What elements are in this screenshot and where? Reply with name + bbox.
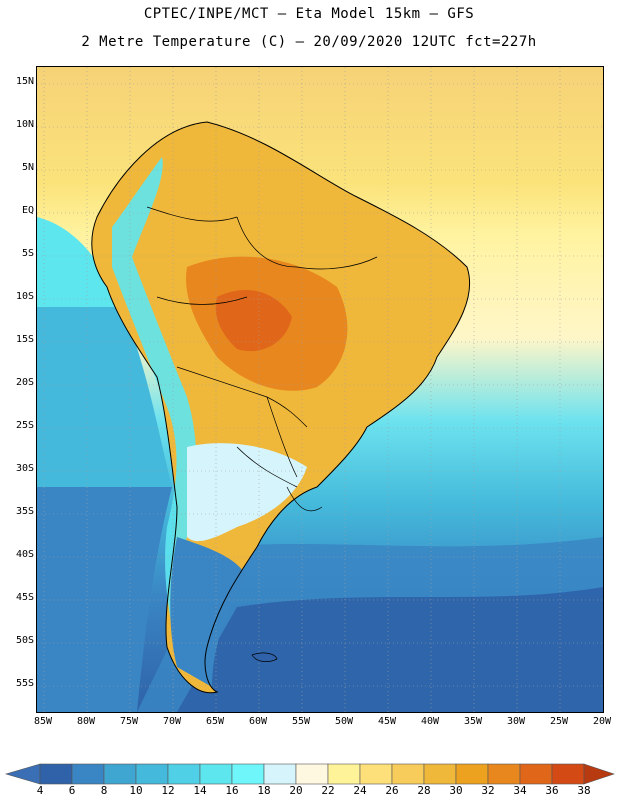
colorbar-tick-label: 4 xyxy=(36,784,44,797)
lat-tick-label: 30S xyxy=(15,463,34,474)
pacific-cool-region xyxy=(37,217,117,307)
colorbar-tick-label: 26 xyxy=(385,784,399,797)
colorbar-tick-label: 24 xyxy=(353,784,367,797)
colorbar-swatch xyxy=(327,763,361,785)
country-borders xyxy=(146,206,378,512)
colorbar-swatch xyxy=(423,763,457,785)
colorbar-tick-label: 28 xyxy=(417,784,431,797)
colorbar-tick-label: 30 xyxy=(449,784,463,797)
lat-tick-label: 45S xyxy=(15,592,34,603)
lat-tick-label: 5N xyxy=(21,162,34,173)
colorbar-swatch xyxy=(263,763,297,785)
colorbar-tick-label: 12 xyxy=(161,784,175,797)
lon-tick-label: 75W xyxy=(119,716,139,727)
lat-tick-label: 40S xyxy=(15,549,34,560)
colorbar-tick-label: 14 xyxy=(193,784,207,797)
chart-title: CPTEC/INPE/MCT – Eta Model 15km – GFS xyxy=(143,6,475,22)
colorbar-tick-label: 32 xyxy=(481,784,495,797)
chart-subtitle: 2 Metre Temperature (C) – 20/09/2020 12U… xyxy=(81,34,537,50)
colorbar-swatch xyxy=(103,763,137,785)
lon-tick-label: 70W xyxy=(162,716,182,727)
lon-tick-label: 55W xyxy=(291,716,311,727)
colorbar-swatch xyxy=(391,763,425,785)
colorbar-tick-label: 36 xyxy=(545,784,559,797)
colorbar-tick-label: 8 xyxy=(100,784,108,797)
lat-tick-label: 10N xyxy=(15,119,34,130)
patagonia-cold-region xyxy=(170,537,247,687)
colorbar-swatch xyxy=(231,763,265,785)
colorbar-tick-label: 22 xyxy=(321,784,335,797)
lat-tick-label: 10S xyxy=(15,291,34,302)
map-panel xyxy=(36,66,604,713)
colorbar-tick-label: 20 xyxy=(289,784,303,797)
lat-tick-label: 35S xyxy=(15,506,34,517)
lon-tick-label: 30W xyxy=(506,716,526,727)
lat-tick-label: 15N xyxy=(15,76,34,87)
pacific-colder-region xyxy=(37,487,172,712)
colorbar xyxy=(4,763,615,785)
colorbar-swatch xyxy=(71,763,105,785)
lat-tick-label: 5S xyxy=(21,248,34,259)
pacific-cold-region xyxy=(37,307,172,487)
hottest-core-region xyxy=(215,289,292,352)
colorbar-tick-label: 34 xyxy=(513,784,527,797)
colorbar-tick-label: 18 xyxy=(257,784,271,797)
lon-tick-label: 80W xyxy=(76,716,96,727)
lat-tick-label: 25S xyxy=(15,420,34,431)
colorbar-tick-label: 16 xyxy=(225,784,239,797)
colorbar-swatch xyxy=(135,763,169,785)
colorbar-swatch xyxy=(551,763,585,785)
lat-tick-label: 50S xyxy=(15,635,34,646)
lat-tick-label: 20S xyxy=(15,377,34,388)
colorbar-swatch xyxy=(519,763,553,785)
lon-tick-label: 40W xyxy=(420,716,440,727)
colorbar-tick-label: 10 xyxy=(129,784,143,797)
falkland-islands xyxy=(251,652,278,662)
south-land-cool-region xyxy=(187,443,307,542)
lat-tick-label: 15S xyxy=(15,334,34,345)
lon-tick-label: 65W xyxy=(205,716,225,727)
lon-tick-label: 20W xyxy=(592,716,612,727)
colorbar-swatch xyxy=(583,763,615,785)
south-atlantic-coldest-region xyxy=(177,587,603,712)
lon-tick-label: 85W xyxy=(33,716,53,727)
lon-tick-label: 50W xyxy=(334,716,354,727)
temperature-map xyxy=(37,67,603,712)
lon-tick-label: 45W xyxy=(377,716,397,727)
colorbar-swatch xyxy=(199,763,233,785)
colorbar-swatch xyxy=(359,763,393,785)
colorbar-swatch xyxy=(39,763,73,785)
colorbar-tick-label: 38 xyxy=(577,784,591,797)
colorbar-swatch xyxy=(487,763,521,785)
lon-tick-label: 60W xyxy=(248,716,268,727)
lon-tick-label: 35W xyxy=(463,716,483,727)
colorbar-swatch xyxy=(455,763,489,785)
coastline xyxy=(91,121,471,694)
colorbar-swatch xyxy=(4,763,41,785)
colorbar-tick-label: 6 xyxy=(68,784,76,797)
lat-tick-label: 55S xyxy=(15,678,34,689)
colorbar-swatch xyxy=(295,763,329,785)
lon-tick-label: 25W xyxy=(549,716,569,727)
lat-tick-label: EQ xyxy=(21,205,34,216)
colorbar-swatch xyxy=(167,763,201,785)
